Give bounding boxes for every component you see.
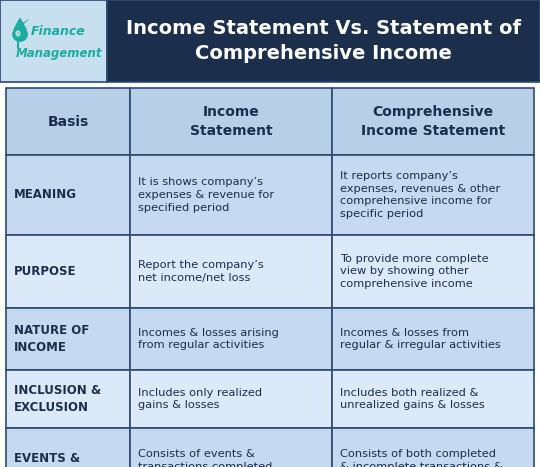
Text: INCLUSION &
EXCLUSION: INCLUSION & EXCLUSION <box>14 384 101 414</box>
Bar <box>6 155 130 235</box>
Bar <box>130 155 332 235</box>
Bar <box>6 428 130 467</box>
Text: Includes both realized &
unrealized gains & losses: Includes both realized & unrealized gain… <box>340 388 485 410</box>
Bar <box>332 235 534 308</box>
Bar <box>130 235 332 308</box>
Text: Income Statement Vs. Statement of
Comprehensive Income: Income Statement Vs. Statement of Compre… <box>126 19 521 63</box>
Bar <box>0 0 107 82</box>
Bar <box>107 0 540 82</box>
Bar <box>332 88 534 155</box>
Bar <box>6 370 130 428</box>
Ellipse shape <box>13 28 27 41</box>
Text: Incomes & losses from
regular & irregular activities: Incomes & losses from regular & irregula… <box>340 327 501 350</box>
Text: PURPOSE: PURPOSE <box>14 265 77 278</box>
Text: Management: Management <box>15 47 102 60</box>
Bar <box>130 370 332 428</box>
Text: Consists of events &
transactions completed
& took place: Consists of events & transactions comple… <box>138 449 273 467</box>
Text: It is shows company’s
expenses & revenue for
specified period: It is shows company’s expenses & revenue… <box>138 177 274 213</box>
Text: Includes only realized
gains & losses: Includes only realized gains & losses <box>138 388 262 410</box>
Polygon shape <box>14 18 26 29</box>
Text: Comprehensive
Income Statement: Comprehensive Income Statement <box>361 105 505 138</box>
Text: NATURE OF
INCOME: NATURE OF INCOME <box>14 324 89 354</box>
Text: Basis: Basis <box>48 114 89 128</box>
Text: Consists of both completed
& incomplete transactions &
events: Consists of both completed & incomplete … <box>340 449 503 467</box>
Bar <box>332 308 534 370</box>
Bar <box>332 428 534 467</box>
Text: To provide more complete
view by showing other
comprehensive income: To provide more complete view by showing… <box>340 254 489 289</box>
Text: ⚡: ⚡ <box>14 19 31 43</box>
Text: It reports company’s
expenses, revenues & other
comprehensive income for
specifi: It reports company’s expenses, revenues … <box>340 171 501 219</box>
Ellipse shape <box>16 31 20 36</box>
Bar <box>6 88 130 155</box>
Bar <box>332 155 534 235</box>
Bar <box>130 88 332 155</box>
Text: Report the company’s
net income/net loss: Report the company’s net income/net loss <box>138 260 264 283</box>
Text: Incomes & losses arising
from regular activities: Incomes & losses arising from regular ac… <box>138 327 279 350</box>
Text: MEANING: MEANING <box>14 189 77 201</box>
Text: Income
Statement: Income Statement <box>190 105 273 138</box>
Bar <box>130 428 332 467</box>
Bar <box>332 370 534 428</box>
Bar <box>6 235 130 308</box>
Text: Finance: Finance <box>31 25 86 38</box>
Bar <box>130 308 332 370</box>
Text: EVENTS &
TRANSACTION: EVENTS & TRANSACTION <box>14 452 109 467</box>
Bar <box>6 308 130 370</box>
